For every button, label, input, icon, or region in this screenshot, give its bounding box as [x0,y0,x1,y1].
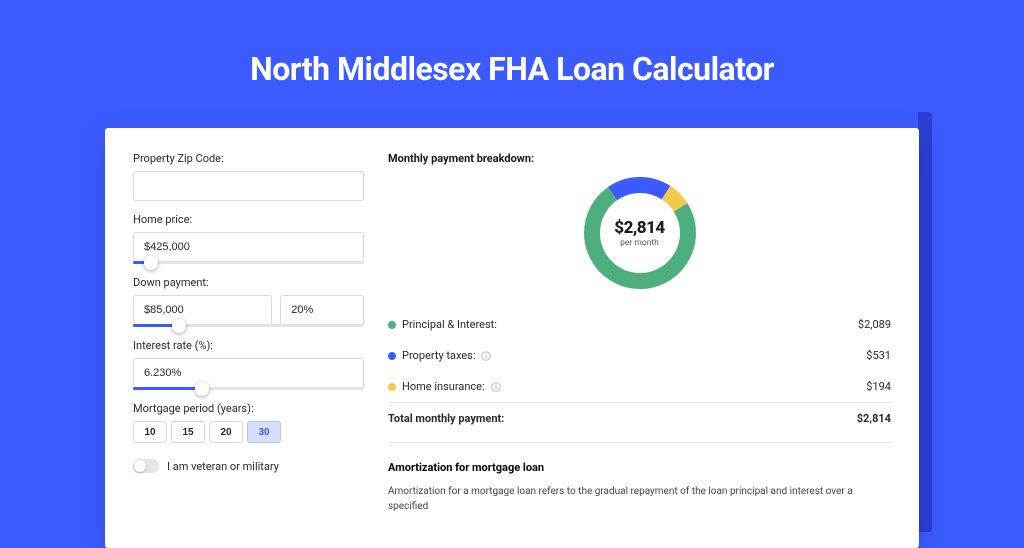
form-column: Property Zip Code: Home price: Down paym… [133,152,378,548]
zip-input[interactable] [133,171,364,201]
amortization-section: Amortization for mortgage loan Amortizat… [388,442,891,514]
card-shadow [918,112,932,532]
legend-label: Home insurance: [402,380,485,393]
amortization-text: Amortization for a mortgage loan refers … [388,484,891,514]
legend-dot [388,383,396,391]
home-price-slider-thumb[interactable] [144,256,158,270]
period-button-20[interactable]: 20 [209,421,243,443]
veteran-toggle-label: I am veteran or military [167,460,279,473]
breakdown-column: Monthly payment breakdown: $2,814 per mo… [378,152,891,548]
veteran-toggle-row: I am veteran or military [133,459,364,473]
info-icon[interactable] [491,382,501,392]
donut-center: $2,814 per month [582,175,698,291]
total-value: $2,814 [857,412,891,425]
interest-slider-thumb[interactable] [195,382,209,396]
down-payment-field-group: Down payment: [133,276,364,327]
interest-field-group: Interest rate (%): [133,339,364,390]
legend-label: Principal & Interest: [402,318,497,331]
page-title: North Middlesex FHA Loan Calculator [0,50,1024,88]
amortization-title: Amortization for mortgage loan [388,461,891,474]
down-payment-pct-input[interactable] [280,295,364,325]
period-button-30[interactable]: 30 [247,421,281,443]
interest-input[interactable] [133,358,364,388]
home-price-label: Home price: [133,213,364,226]
legend-row: Home insurance: $194 [388,371,891,402]
down-payment-input[interactable] [133,295,272,325]
down-payment-slider[interactable] [133,324,364,327]
down-payment-label: Down payment: [133,276,364,289]
donut-sub-label: per month [620,238,659,248]
home-price-field-group: Home price: [133,213,364,264]
home-price-input[interactable] [133,232,364,262]
home-price-slider[interactable] [133,261,364,264]
total-row: Total monthly payment: $2,814 [388,402,891,434]
legend-value: $531 [866,349,891,362]
veteran-toggle-thumb [134,460,146,472]
calculator-card: Property Zip Code: Home price: Down paym… [105,128,919,548]
zip-label: Property Zip Code: [133,152,364,165]
interest-slider[interactable] [133,387,364,390]
legend-value: $2,089 [858,318,891,331]
breakdown-title: Monthly payment breakdown: [388,152,891,165]
period-button-group: 10152030 [133,421,364,443]
veteran-toggle[interactable] [133,459,159,473]
legend-row: Principal & Interest: $2,089 [388,309,891,340]
down-payment-slider-thumb[interactable] [172,319,186,333]
payment-donut-chart: $2,814 per month [582,175,698,291]
zip-field-group: Property Zip Code: [133,152,364,201]
total-label: Total monthly payment: [388,412,504,425]
legend-dot [388,352,396,360]
legend-label: Property taxes: [402,349,475,362]
legend-list: Principal & Interest: $2,089 Property taxe… [388,309,891,402]
donut-wrap: $2,814 per month [388,175,891,291]
info-icon[interactable] [481,351,491,361]
interest-label: Interest rate (%): [133,339,364,352]
legend-value: $194 [866,380,891,393]
donut-amount: $2,814 [614,218,664,238]
legend-dot [388,321,396,329]
interest-slider-fill [133,387,202,390]
legend-row: Property taxes: $531 [388,340,891,371]
period-button-15[interactable]: 15 [171,421,205,443]
period-field-group: Mortgage period (years): 10152030 [133,402,364,443]
period-button-10[interactable]: 10 [133,421,167,443]
period-label: Mortgage period (years): [133,402,364,415]
